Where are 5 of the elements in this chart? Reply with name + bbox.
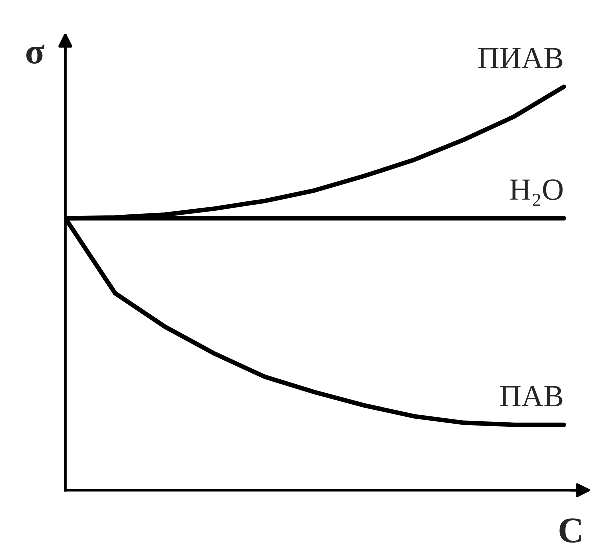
series-label: ПИАВ xyxy=(478,48,563,68)
y-axis-title: σ xyxy=(26,44,45,64)
series-label: H₂O xyxy=(510,180,563,206)
series-label: ПАВ xyxy=(500,386,563,407)
x-axis-title: C xyxy=(560,518,582,543)
